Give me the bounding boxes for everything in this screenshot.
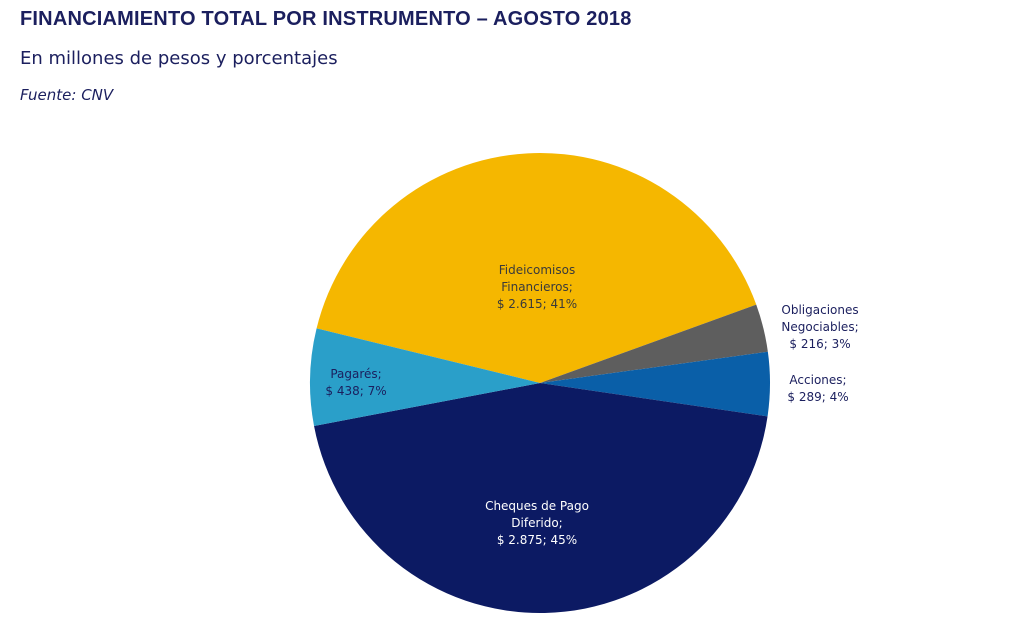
pie-slice-cheques-de-pago-diferido: [314, 383, 768, 613]
slice-label-cheques-de-pago-diferido: Cheques de Pago Diferido; $ 2.875; 45%: [485, 499, 589, 547]
slice-label-fideicomisos-financieros: Fideicomisos Financieros; $ 2.615; 41%: [497, 263, 577, 311]
slice-label-pagar-s: Pagarés; $ 438; 7%: [325, 367, 386, 398]
pie-slice-acciones: [540, 351, 770, 417]
pie-slice-fideicomisos-financieros: [316, 152, 757, 383]
slice-label-obligaciones-negociables: Obligaciones Negociables; $ 216; 3%: [781, 303, 858, 351]
pie-slice-obligaciones-negociables: [540, 304, 768, 383]
chart-source: Fuente: CNV: [20, 86, 114, 104]
pie-slice-pagar-s: [309, 328, 540, 426]
chart-title: FINANCIAMIENTO TOTAL POR INSTRUMENTO – A…: [20, 8, 632, 30]
chart-subtitle: En millones de pesos y porcentajes: [20, 48, 338, 69]
slice-label-acciones: Acciones; $ 289; 4%: [787, 373, 848, 404]
